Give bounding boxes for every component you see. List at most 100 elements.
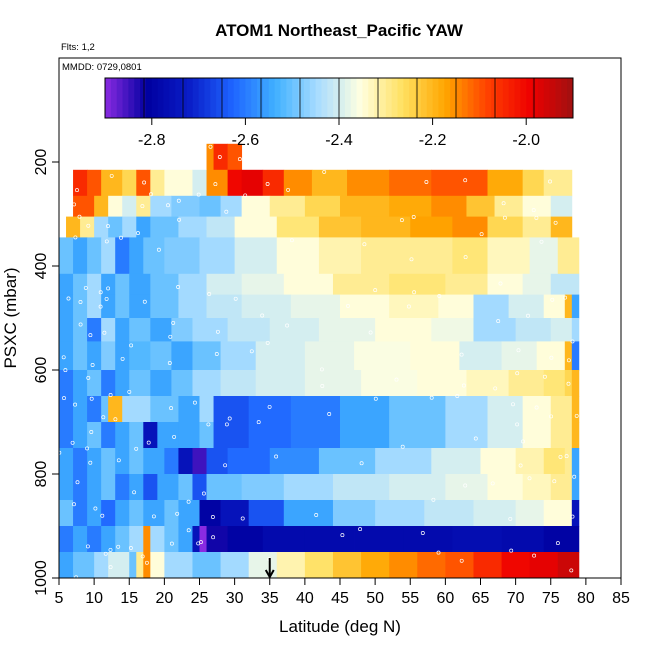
flights-label: Flts: 1,2: [61, 42, 95, 53]
heatmap-cell: [543, 169, 573, 197]
colorbar-swatch: [216, 78, 223, 118]
heatmap-cell: [192, 169, 207, 197]
observation-dot: [86, 375, 91, 380]
heatmap-cell: [389, 195, 432, 217]
heatmap-cell: [487, 216, 524, 238]
heatmap-cell: [543, 526, 580, 553]
heatmap-cell: [550, 216, 573, 238]
heatmap-cell: [164, 500, 179, 527]
heatmap-cell: [206, 169, 228, 197]
observation-dot: [186, 499, 191, 504]
heatmap-cell: [199, 526, 207, 553]
heatmap-cell: [220, 500, 250, 527]
colorbar-tick-label: -2.4: [325, 132, 353, 149]
observation-dot: [515, 422, 520, 427]
heatmap-cell: [564, 294, 573, 319]
observation-dot: [149, 192, 153, 197]
observation-dot: [213, 182, 218, 187]
heatmap-cell: [255, 370, 306, 397]
heatmap-cell: [73, 552, 95, 579]
observation-dot: [502, 215, 507, 220]
observation-dot: [564, 454, 569, 459]
colorbar-swatch: [379, 78, 387, 118]
heatmap-cell: [227, 448, 271, 475]
heatmap-cell: [522, 474, 552, 501]
heatmap-cell: [178, 273, 207, 295]
heatmap-cell: [87, 422, 102, 449]
heatmap-cell: [164, 552, 193, 579]
heatmap-cell: [332, 273, 390, 295]
heatmap-cell: [150, 396, 179, 423]
heatmap-cell: [129, 448, 144, 475]
heatmap-cell: [66, 216, 81, 238]
x-axis: 5 10 15 20 25 30 35 40 45 50 55 60 65 70 75 80 85: [55, 578, 630, 607]
observation-dot: [431, 497, 436, 502]
colorbar-swatch: [362, 78, 369, 118]
colorbar-swatch: [567, 78, 574, 118]
observation-dot: [409, 257, 414, 262]
heatmap-cell: [178, 448, 193, 475]
heatmap-cell: [73, 195, 95, 217]
observation-dot: [498, 281, 503, 286]
heatmap-cell: [59, 396, 74, 423]
heatmap-cell: [87, 273, 102, 295]
heatmap-cell: [332, 552, 362, 579]
heatmap-cell: [375, 448, 432, 475]
heatmap-cell: [515, 318, 552, 342]
heatmap-cell: [529, 552, 559, 579]
heatmap-cell: [557, 552, 580, 579]
observation-dot: [201, 491, 206, 496]
heatmap-cell: [311, 169, 348, 197]
heatmap-cell: [150, 318, 172, 342]
observation-dot: [210, 515, 215, 519]
heatmap-cell: [571, 474, 580, 501]
heatmap-cell: [389, 273, 446, 295]
observation-dot: [176, 285, 181, 289]
heatmap-cell: [157, 422, 179, 449]
heatmap-cell: [87, 237, 102, 275]
colorbar-swatch: [233, 78, 241, 118]
heatmap-cell: [115, 474, 130, 501]
observation-dot: [103, 551, 108, 556]
heatmap-cell: [487, 237, 531, 275]
observation-dot: [463, 178, 468, 183]
heatmap-cell: [122, 169, 137, 197]
x-tick-label: 40: [296, 590, 314, 607]
dates-label: MMDD: 0729,0801: [62, 62, 142, 73]
heatmap-cell: [550, 318, 573, 342]
observation-dot: [116, 458, 121, 463]
heatmap-cell: [431, 169, 488, 197]
observation-dot: [340, 533, 345, 538]
heatmap-cell: [389, 422, 446, 449]
heatmap-cell: [424, 500, 474, 527]
observation-dot: [346, 303, 350, 308]
heatmap-cell: [143, 500, 165, 527]
x-tick-label: 20: [155, 590, 173, 607]
observation-dot: [424, 180, 429, 184]
observation-dot: [61, 355, 66, 360]
heatmap-cell: [143, 552, 151, 579]
heatmap-cell: [129, 526, 144, 553]
y-axis: 200 400 600 800 1000: [33, 149, 59, 596]
observation-dot: [85, 446, 90, 451]
observation-dot: [104, 296, 109, 301]
observation-dot: [511, 402, 515, 407]
observation-dot: [156, 247, 161, 252]
heatmap-cell: [101, 294, 116, 319]
chart-title: ATOM1 Northeast_Pacific YAW: [215, 21, 464, 40]
colorbar-swatch: [327, 78, 334, 118]
colorbar-swatch: [438, 78, 445, 118]
x-tick-label: 55: [401, 590, 419, 607]
heatmap-cell: [87, 500, 102, 527]
observation-dot: [75, 188, 79, 193]
heatmap-cell: [59, 370, 74, 397]
colorbar-swatch: [192, 78, 200, 118]
heatmap-cell: [115, 294, 130, 319]
observation-dot: [550, 297, 555, 302]
x-tick-label: 80: [577, 590, 595, 607]
heatmap-cell: [543, 448, 566, 475]
heatmap-cell: [438, 294, 474, 319]
observation-dot: [227, 416, 232, 421]
heatmap-cell: [94, 552, 109, 579]
y-tick-label: 400: [33, 253, 50, 280]
